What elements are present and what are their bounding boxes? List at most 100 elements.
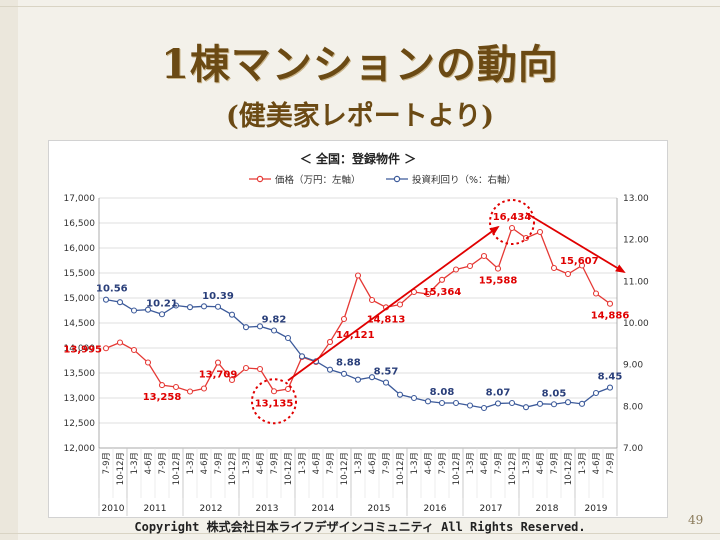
price-point bbox=[354, 272, 362, 279]
data-label: 16,434 bbox=[493, 212, 532, 223]
legend-label-1: 投資利回り（%：右軸） bbox=[412, 174, 516, 186]
x-tick-label: 1-3月 bbox=[186, 452, 196, 474]
year-label: 2014 bbox=[312, 504, 335, 514]
data-label: 13,135 bbox=[255, 398, 294, 409]
legend-marker-1 bbox=[393, 175, 401, 183]
price-point bbox=[424, 290, 432, 298]
price-point bbox=[242, 364, 250, 372]
highlight-circle bbox=[489, 199, 535, 245]
price-point bbox=[480, 252, 488, 260]
left-tick-label: 13,000 bbox=[64, 394, 96, 404]
yield-point bbox=[550, 401, 558, 408]
yield-point bbox=[158, 311, 166, 318]
price-point bbox=[200, 385, 208, 392]
x-tick-label: 10-12月 bbox=[564, 452, 574, 485]
chart-title: ＜ 全国：登録物件 ＞ bbox=[300, 151, 416, 166]
price-point bbox=[550, 264, 558, 272]
left-tick-label: 15,500 bbox=[64, 269, 96, 279]
x-tick-label: 10-12月 bbox=[340, 452, 350, 485]
yield-point bbox=[424, 398, 432, 405]
yield-point bbox=[144, 306, 152, 313]
x-tick-label: 1-3月 bbox=[130, 452, 140, 474]
year-label: 2012 bbox=[200, 504, 223, 514]
x-tick-label: 7-9月 bbox=[382, 452, 392, 474]
yield-point bbox=[242, 324, 250, 331]
data-label: 15,588 bbox=[479, 276, 518, 287]
yield-point bbox=[354, 376, 362, 383]
data-label: 8.45 bbox=[598, 372, 623, 383]
yield-point bbox=[494, 400, 502, 407]
yield-point bbox=[200, 303, 208, 310]
yield-point bbox=[228, 311, 236, 318]
yield-point bbox=[396, 391, 404, 398]
data-label: 8.08 bbox=[430, 387, 455, 398]
x-tick-label: 7-9月 bbox=[550, 452, 560, 474]
data-label: 15,607 bbox=[560, 256, 599, 267]
left-tick-label: 14,500 bbox=[64, 319, 96, 329]
data-label: 14,121 bbox=[336, 330, 375, 341]
x-tick-label: 1-3月 bbox=[410, 452, 420, 474]
data-label: 10.39 bbox=[202, 291, 234, 302]
price-point bbox=[606, 300, 614, 307]
right-tick-label: 8.00 bbox=[623, 402, 643, 412]
right-tick-label: 11.00 bbox=[623, 277, 649, 287]
yield-point bbox=[340, 370, 348, 377]
price-point bbox=[578, 262, 586, 269]
decorative-side-band bbox=[0, 0, 18, 540]
data-label: 13,995 bbox=[63, 344, 102, 355]
data-label: 9.82 bbox=[262, 315, 287, 326]
price-point bbox=[340, 315, 348, 323]
slide-title: 1棟マンションの動向 bbox=[161, 41, 559, 88]
right-tick-label: 13.00 bbox=[623, 194, 649, 204]
x-tick-label: 7-9月 bbox=[606, 452, 616, 474]
data-label: 14,886 bbox=[591, 311, 630, 322]
left-tick-label: 13,500 bbox=[64, 369, 96, 379]
data-label: 13,709 bbox=[199, 370, 238, 381]
decorative-line bbox=[0, 6, 720, 7]
x-tick-label: 4-6月 bbox=[592, 452, 602, 474]
right-tick-label: 10.00 bbox=[623, 319, 649, 329]
year-label: 2018 bbox=[536, 504, 559, 514]
yield-point bbox=[102, 296, 110, 303]
x-tick-label: 10-12月 bbox=[228, 452, 238, 485]
price-point bbox=[270, 388, 278, 395]
yield-point bbox=[130, 307, 138, 314]
yield-point bbox=[536, 400, 544, 407]
yield-point bbox=[326, 366, 334, 373]
yield-point bbox=[256, 323, 264, 330]
yield-point bbox=[368, 374, 376, 381]
price-point bbox=[592, 290, 600, 297]
left-tick-label: 12,000 bbox=[64, 444, 96, 454]
price-point bbox=[214, 359, 222, 366]
price-point bbox=[172, 383, 180, 391]
data-label: 10.56 bbox=[96, 284, 128, 295]
x-tick-label: 1-3月 bbox=[298, 452, 308, 474]
x-tick-label: 10-12月 bbox=[508, 452, 518, 485]
x-tick-label: 1-3月 bbox=[578, 452, 588, 474]
copyright-text: Copyright 株式会社日本ライフデザインコミュニティ All Rights… bbox=[134, 520, 586, 534]
x-tick-label: 7-9月 bbox=[326, 452, 336, 474]
x-tick-label: 4-6月 bbox=[312, 452, 322, 474]
x-tick-label: 7-9月 bbox=[270, 452, 280, 474]
x-tick-label: 1-3月 bbox=[354, 452, 364, 474]
legend-marker-0 bbox=[256, 175, 264, 183]
yield-point bbox=[452, 399, 460, 407]
price-point bbox=[536, 228, 544, 236]
left-tick-label: 12,500 bbox=[64, 419, 96, 429]
yield-point bbox=[508, 399, 516, 407]
x-tick-label: 1-3月 bbox=[466, 452, 476, 474]
year-label: 2016 bbox=[424, 504, 447, 514]
year-label: 2011 bbox=[144, 504, 167, 514]
left-tick-label: 16,000 bbox=[64, 244, 96, 254]
price-point bbox=[284, 385, 292, 393]
x-tick-label: 4-6月 bbox=[480, 452, 490, 474]
data-label: 14,813 bbox=[367, 314, 406, 325]
price-point bbox=[144, 359, 152, 366]
x-tick-label: 4-6月 bbox=[424, 452, 434, 474]
yield-point bbox=[298, 353, 306, 360]
x-tick-label: 10-12月 bbox=[172, 452, 182, 485]
x-tick-label: 10-12月 bbox=[116, 452, 126, 485]
left-tick-label: 14,000 bbox=[64, 344, 96, 354]
price-point bbox=[228, 376, 236, 384]
x-tick-label: 7-9月 bbox=[438, 452, 448, 474]
